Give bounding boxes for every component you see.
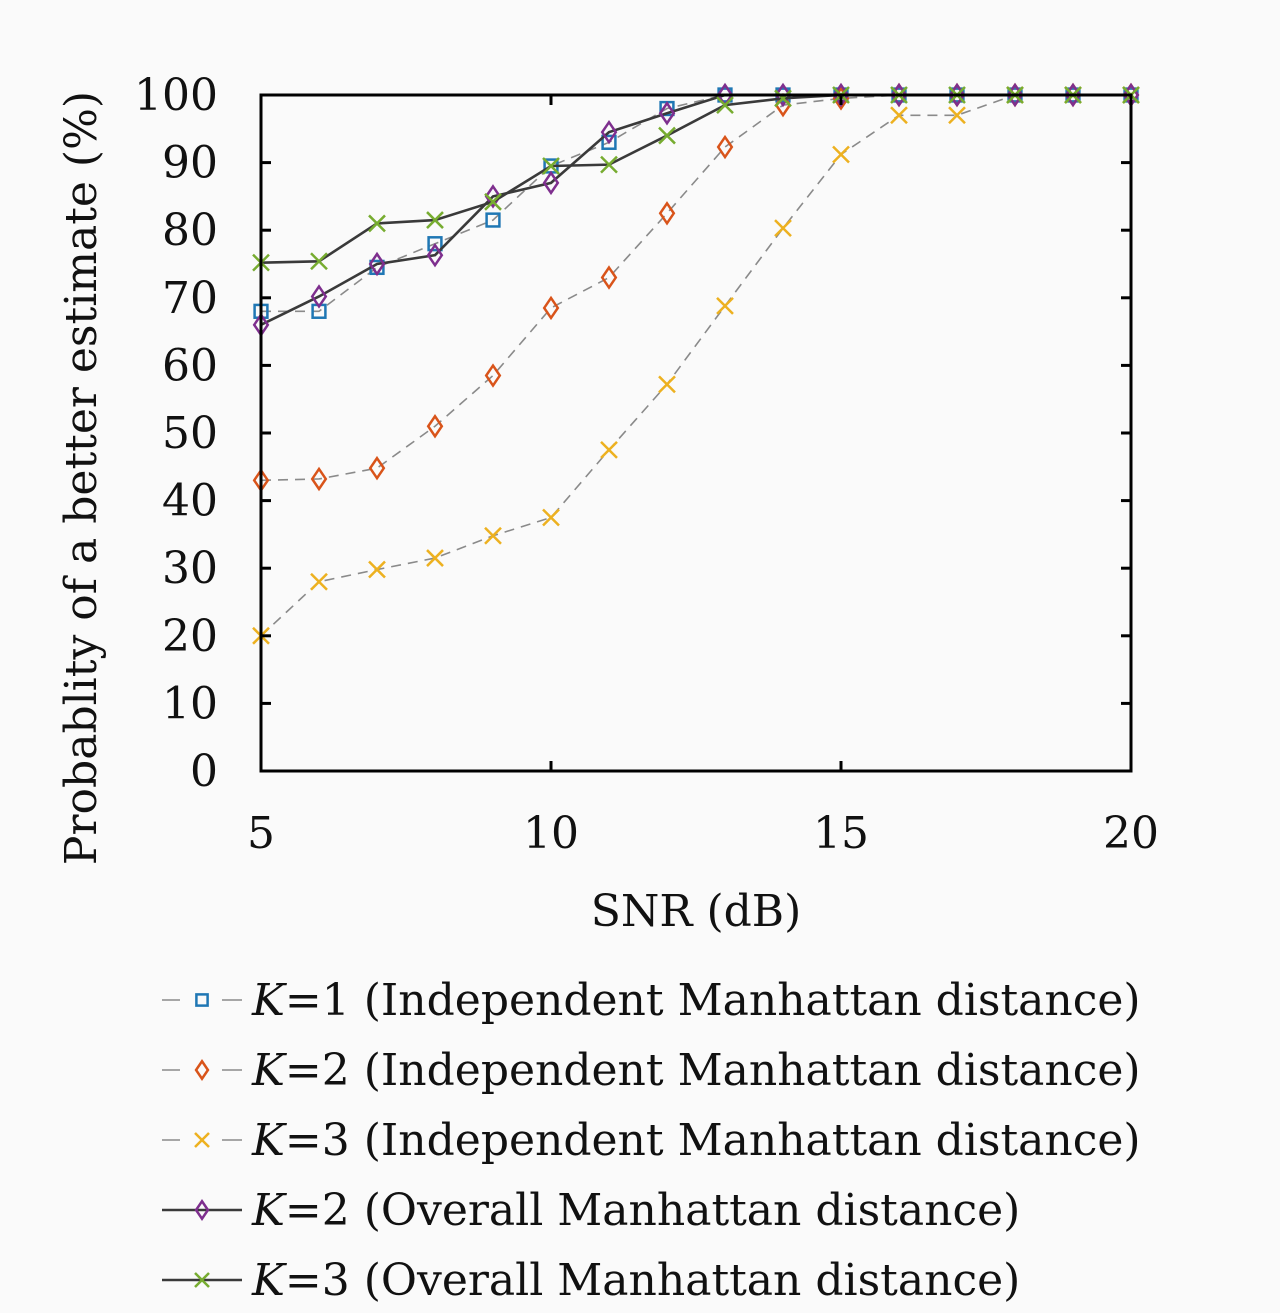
legend-rest: =3 (Overall Manhattan distance) [285, 1255, 1020, 1306]
legend-marker-square [195, 993, 209, 1007]
series-3 [252, 86, 1140, 645]
data-point-diamond [774, 82, 792, 108]
legend-rest: =2 (Independent Manhattan distance) [285, 1045, 1141, 1096]
ticks-layer [259, 93, 1133, 773]
y-tick-label: 60 [162, 340, 218, 391]
legend-marker-x [194, 1272, 210, 1288]
data-point-diamond [368, 251, 386, 277]
data-point-x [484, 526, 502, 545]
legend-item: K=1 (Independent Manhattan distance) [162, 975, 1141, 1026]
data-point-diamond [484, 184, 502, 209]
y-tick-label: 20 [162, 611, 218, 662]
y-axis-title: Probablity of a better estimate (%) [56, 91, 107, 865]
y-tick-label: 50 [162, 408, 218, 459]
y-tick-label: 40 [162, 476, 218, 527]
data-point-x [658, 126, 676, 145]
legend-item: K=3 (Independent Manhattan distance) [162, 1115, 1141, 1166]
series-2 [252, 82, 1140, 493]
legend-label: K=1 (Independent Manhattan distance) [251, 975, 1141, 1026]
data-point-diamond [542, 295, 560, 321]
data-point-x [426, 549, 444, 567]
legend-marker-x [194, 1132, 210, 1148]
legend-k: K [251, 1255, 287, 1306]
data-point-x [310, 572, 328, 591]
data-point-x [542, 157, 560, 175]
data-point-diamond [600, 265, 618, 290]
series-layer [252, 82, 1140, 645]
y-tick-labels: 0 10 20 30 40 50 60 70 80 90 100 [134, 70, 218, 797]
legend-k: K [251, 1185, 287, 1236]
legend-item: K=3 (Overall Manhattan distance) [162, 1255, 1020, 1306]
data-point-diamond [658, 201, 676, 226]
data-point-x [368, 214, 386, 233]
data-point-x [716, 96, 734, 115]
legend-k: K [251, 1115, 287, 1166]
data-point-diamond [426, 414, 444, 439]
data-point-x [832, 145, 850, 164]
y-tick-label: 10 [162, 678, 218, 729]
data-point-diamond [310, 284, 328, 309]
x-tick-labels: 5 10 15 20 [247, 808, 1159, 859]
y-tick-label: 90 [162, 138, 218, 189]
data-point-square [601, 134, 617, 150]
data-point-square [485, 212, 501, 228]
data-point-x [310, 252, 328, 271]
data-point-diamond [716, 134, 734, 160]
data-point-diamond [658, 101, 676, 126]
legend-rest: =3 (Independent Manhattan distance) [285, 1115, 1141, 1166]
series-line [260, 93, 1131, 264]
data-point-diamond [310, 466, 328, 492]
data-point-x [600, 155, 618, 174]
series-line [260, 94, 1131, 637]
data-point-x [600, 441, 618, 459]
y-tick-label: 100 [134, 70, 218, 121]
y-tick-label: 80 [162, 205, 218, 256]
data-point-x [426, 211, 444, 229]
x-tick-label: 15 [813, 808, 869, 859]
data-point-x [716, 297, 734, 315]
legend-item: K=2 (Independent Manhattan distance) [162, 1045, 1141, 1096]
data-point-x [484, 192, 502, 211]
data-point-diamond [426, 242, 444, 268]
legend-marker-diamond [194, 1199, 210, 1221]
legend-rest: =1 (Independent Manhattan distance) [285, 975, 1141, 1026]
x-axis-title: SNR (dB) [591, 886, 802, 937]
data-point-x [368, 560, 386, 579]
data-point-x [948, 106, 966, 125]
data-point-x [658, 375, 676, 394]
y-tick-label: 30 [162, 543, 218, 594]
x-tick-label: 10 [523, 808, 579, 859]
data-point-diamond [368, 455, 386, 481]
series-1 [253, 87, 1139, 319]
series-line [260, 93, 1131, 327]
legend-label: K=2 (Independent Manhattan distance) [251, 1045, 1141, 1096]
x-tick-label: 5 [247, 808, 275, 859]
series-5 [252, 86, 1140, 272]
legend-marker-diamond [194, 1059, 210, 1081]
y-tick-label: 70 [162, 273, 218, 324]
legend-label: K=3 (Overall Manhattan distance) [251, 1255, 1020, 1306]
x-tick-label: 20 [1103, 808, 1159, 859]
legend-label: K=2 (Overall Manhattan distance) [251, 1185, 1020, 1236]
legend-rest: =2 (Overall Manhattan distance) [285, 1185, 1020, 1236]
legend-k: K [251, 1045, 287, 1096]
data-point-x [542, 508, 560, 527]
y-tick-label: 0 [190, 746, 218, 797]
data-point-x [890, 106, 908, 125]
legend-k: K [251, 975, 287, 1026]
plot-frame [259, 93, 1133, 773]
legend: K=1 (Independent Manhattan distance)K=2 … [162, 975, 1141, 1306]
series-4 [252, 82, 1140, 338]
series-line [260, 94, 1131, 482]
data-point-square [427, 236, 443, 252]
data-point-x [774, 219, 792, 238]
data-point-diamond [600, 119, 618, 145]
series-line [261, 94, 1131, 313]
legend-label: K=3 (Independent Manhattan distance) [251, 1115, 1141, 1166]
legend-item: K=2 (Overall Manhattan distance) [162, 1185, 1020, 1236]
data-point-diamond [542, 170, 560, 196]
data-point-diamond [484, 363, 502, 388]
data-point-x [774, 89, 792, 108]
